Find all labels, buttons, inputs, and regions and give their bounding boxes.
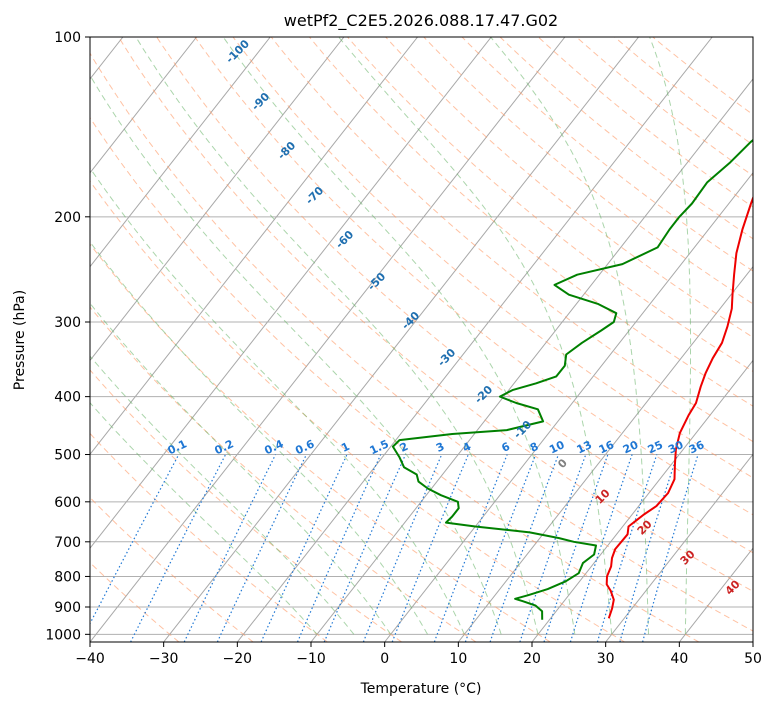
isotherm-line bbox=[384, 171, 753, 642]
x-tick-label: 20 bbox=[523, 651, 541, 667]
isotherm-line bbox=[90, 37, 418, 456]
moist-adiabat-line bbox=[135, 37, 539, 635]
mixing-ratio-label: 10 bbox=[547, 438, 567, 456]
x-axis-title: Temperature (°C) bbox=[360, 681, 482, 697]
isotherm-line bbox=[90, 37, 566, 642]
dry-adiabat-line bbox=[90, 306, 477, 642]
y-tick-label: 800 bbox=[54, 569, 81, 585]
dry-adiabat-line bbox=[90, 180, 625, 642]
isotherm-line bbox=[163, 37, 639, 642]
mixing-ratio-line bbox=[569, 454, 633, 642]
x-tick-label: 0 bbox=[380, 651, 389, 667]
dry-adiabat-line bbox=[461, 37, 753, 272]
background-lines bbox=[90, 37, 753, 642]
moist-adiabat-line bbox=[222, 37, 576, 635]
mixing-ratio-line bbox=[596, 454, 658, 642]
plot-frame bbox=[89, 36, 754, 643]
moist-adiabat-line bbox=[90, 355, 355, 635]
y-tick-label: 100 bbox=[54, 30, 81, 46]
dry-adiabat-line bbox=[194, 37, 753, 516]
isotherm-line bbox=[90, 37, 271, 268]
y-tick-label: 600 bbox=[54, 495, 81, 511]
dry-adiabat-line bbox=[156, 37, 753, 554]
dry-adiabat-line bbox=[309, 37, 753, 407]
y-tick-label: 900 bbox=[54, 600, 81, 616]
mixing-ratio-line bbox=[464, 454, 537, 642]
mixing-ratio-line bbox=[519, 454, 587, 642]
plot-background bbox=[90, 37, 753, 642]
mixing-ratio-line bbox=[489, 454, 559, 642]
mixing-ratio-line bbox=[391, 454, 469, 642]
axes: −40 −30 −20 −10 0 10 20 30 40 50 100 200 300 400 500 60… bbox=[45, 30, 762, 667]
mixing-ratio-line bbox=[216, 454, 307, 642]
mixing-ratio-line bbox=[296, 454, 382, 642]
x-tick-label: 10 bbox=[449, 651, 467, 667]
isotherm-line bbox=[310, 78, 753, 642]
x-tick-label: 40 bbox=[670, 651, 688, 667]
y-tick-label: 400 bbox=[54, 390, 81, 406]
mixing-ratio-label: 36 bbox=[687, 438, 707, 456]
x-tick-label: 50 bbox=[744, 651, 762, 667]
mixing-ratio-line bbox=[433, 454, 508, 642]
dry-adiabat-line bbox=[90, 52, 753, 632]
mixing-ratio-label: 16 bbox=[597, 438, 617, 456]
y-tick-label: 200 bbox=[54, 210, 81, 226]
mixing-ratio-line bbox=[183, 454, 277, 642]
x-tick-label: −10 bbox=[296, 651, 326, 667]
isotherm-line bbox=[457, 265, 753, 642]
isotherm-line bbox=[90, 37, 492, 549]
moist-adiabat-line bbox=[649, 37, 692, 635]
isotherm-line bbox=[90, 37, 197, 174]
mixing-ratio-line bbox=[260, 454, 348, 642]
dry-adiabat-line bbox=[90, 116, 700, 642]
x-tick-label: −20 bbox=[223, 651, 253, 667]
mixing-ratio-label: 25 bbox=[646, 438, 665, 456]
mixing-ratio-label: 20 bbox=[621, 438, 641, 456]
dry-adiabat-line bbox=[90, 432, 328, 642]
dry-adiabat-line bbox=[90, 243, 551, 642]
x-tick-label: 30 bbox=[597, 651, 615, 667]
x-tick-label: −30 bbox=[149, 651, 179, 667]
isotherm-line bbox=[531, 359, 753, 642]
mixing-ratio-label: 13 bbox=[575, 438, 594, 456]
mixing-ratio-label: 30 bbox=[666, 438, 686, 456]
dry-adiabat-line bbox=[499, 37, 753, 240]
y-tick-label: 1000 bbox=[45, 627, 81, 643]
y-axis-title: Pressure (hPa) bbox=[12, 290, 28, 390]
x-tick-label: −40 bbox=[75, 651, 105, 667]
mixing-ratio-line bbox=[362, 454, 443, 642]
chart-title: wetPf2_C2E5.2026.088.17.47.G02 bbox=[284, 11, 558, 31]
dry-adiabat-line bbox=[232, 37, 753, 479]
mixing-ratio-line bbox=[619, 454, 678, 642]
dry-adiabat-line bbox=[90, 496, 254, 642]
isotherm-line bbox=[605, 453, 753, 642]
y-tick-label: 700 bbox=[54, 535, 81, 551]
dry-adiabat-line bbox=[537, 37, 753, 208]
dewpoint-profile-line bbox=[391, 138, 753, 620]
mixing-ratio-line bbox=[642, 454, 699, 642]
dry-adiabat-line bbox=[118, 37, 753, 592]
moist-adiabat-line bbox=[90, 167, 465, 635]
y-tick-label: 300 bbox=[54, 315, 81, 331]
moist-adiabat-line bbox=[90, 302, 392, 635]
temperature-profile-line bbox=[605, 195, 753, 619]
isotherm-line bbox=[90, 37, 345, 362]
moist-adiabat-line bbox=[490, 37, 649, 635]
moist-adiabat-line bbox=[338, 37, 613, 635]
moist-adiabat-line bbox=[90, 74, 502, 635]
dry-adiabat-line bbox=[347, 37, 753, 373]
profile-lines bbox=[391, 138, 753, 620]
mixing-ratio-line bbox=[323, 454, 407, 642]
y-tick-label: 500 bbox=[54, 448, 81, 464]
isotherm-line bbox=[752, 641, 753, 642]
mixing-ratio-line bbox=[543, 454, 609, 642]
